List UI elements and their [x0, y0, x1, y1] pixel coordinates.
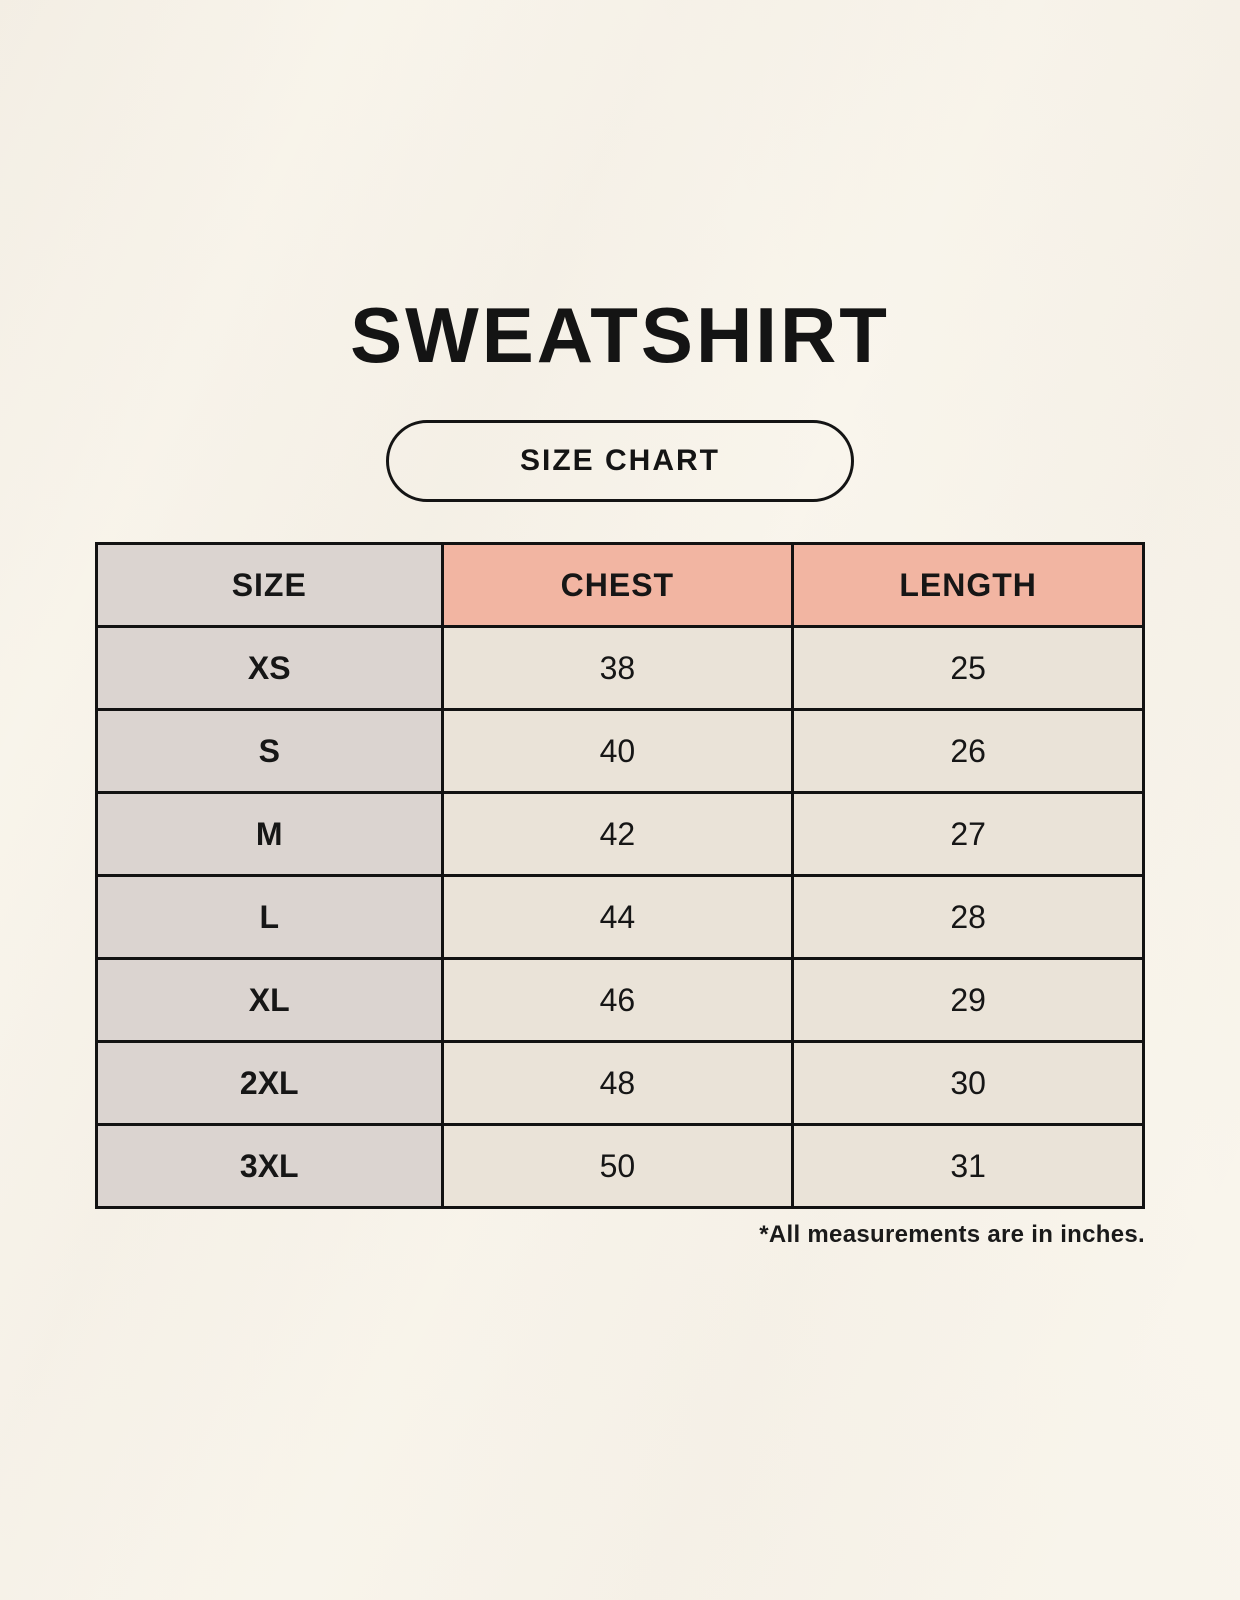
page-title: SWEATSHIRT	[350, 291, 890, 379]
chest-value: 38	[440, 625, 795, 711]
table-row-s: S 40 26	[95, 708, 1145, 794]
length-value: 27	[791, 791, 1145, 877]
table-header-row: SIZE CHEST LENGTH	[95, 542, 1145, 628]
size-label: M	[95, 791, 444, 877]
table-row-l: L 44 28	[95, 874, 1145, 960]
size-label: S	[95, 708, 444, 794]
length-value: 30	[791, 1040, 1145, 1126]
length-value: 26	[791, 708, 1145, 794]
size-label: XS	[95, 625, 444, 711]
size-chart-button-label: SIZE CHART	[520, 444, 720, 477]
chest-value: 48	[440, 1040, 795, 1126]
table-row-xs: XS 38 25	[95, 625, 1145, 711]
length-value: 28	[791, 874, 1145, 960]
length-value: 25	[791, 625, 1145, 711]
length-value: 29	[791, 957, 1145, 1043]
chest-value: 44	[440, 874, 795, 960]
chest-value: 42	[440, 791, 795, 877]
measurements-footnote: *All measurements are in inches.	[759, 1221, 1145, 1248]
size-chart-table: SIZE CHEST LENGTH XS 38 25 S 40 26 M 42 …	[95, 542, 1145, 1209]
chest-value: 46	[440, 957, 795, 1043]
size-label: 3XL	[95, 1123, 444, 1209]
table-row-m: M 42 27	[95, 791, 1145, 877]
table-row-2xl: 2XL 48 30	[95, 1040, 1145, 1126]
chest-value: 50	[440, 1123, 795, 1209]
size-label: XL	[95, 957, 444, 1043]
column-header-chest: CHEST	[440, 542, 795, 628]
size-chart-button[interactable]: SIZE CHART	[386, 420, 854, 502]
size-label: L	[95, 874, 444, 960]
column-header-size: SIZE	[95, 542, 444, 628]
length-value: 31	[791, 1123, 1145, 1209]
table-row-3xl: 3XL 50 31	[95, 1123, 1145, 1209]
chest-value: 40	[440, 708, 795, 794]
table-row-xl: XL 46 29	[95, 957, 1145, 1043]
size-label: 2XL	[95, 1040, 444, 1126]
column-header-length: LENGTH	[791, 542, 1145, 628]
